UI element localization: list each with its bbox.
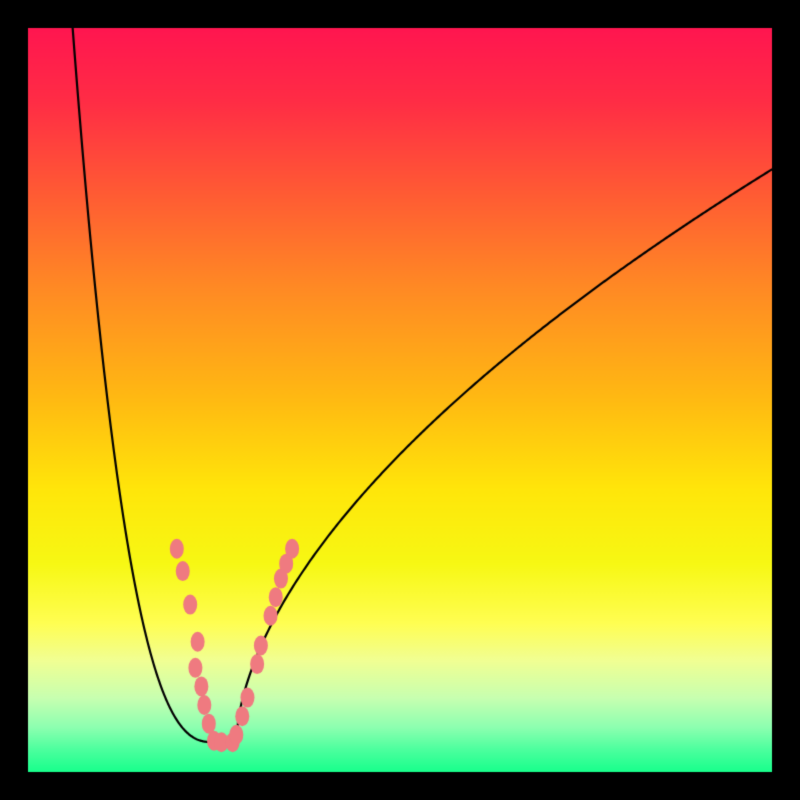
- source-watermark: TheBottleneck.com: [586, 2, 792, 28]
- bottleneck-curve-chart: [0, 0, 800, 800]
- chart-stage: TheBottleneck.com: [0, 0, 800, 800]
